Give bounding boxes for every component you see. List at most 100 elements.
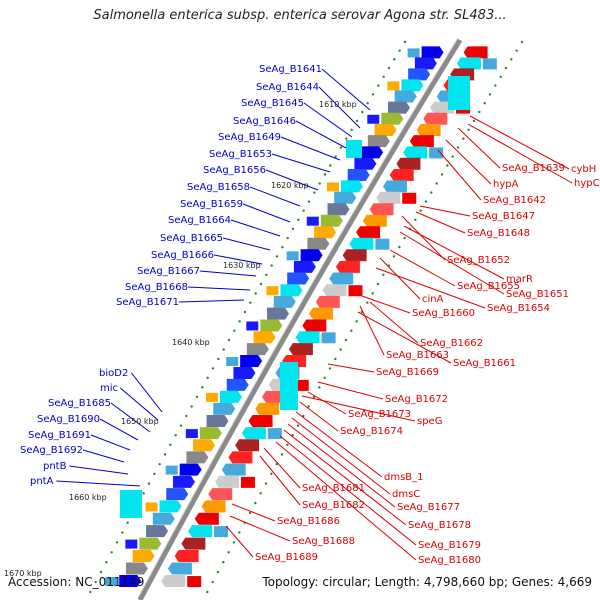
tick-dot bbox=[350, 329, 353, 332]
tick-dot bbox=[105, 560, 108, 564]
tick-dot bbox=[323, 376, 326, 380]
forward-gene-block bbox=[260, 319, 283, 332]
tick-dot bbox=[398, 246, 401, 249]
reverse-gene-block bbox=[423, 112, 448, 125]
forward-leader-line bbox=[321, 68, 371, 111]
tick-dot bbox=[270, 264, 273, 267]
reverse-gene-label: cybH bbox=[571, 164, 596, 175]
forward-leader-line bbox=[90, 434, 131, 451]
tick-dot bbox=[515, 49, 518, 52]
tick-dot bbox=[393, 58, 396, 61]
forward-gene-block bbox=[280, 284, 303, 297]
reverse-leader-line bbox=[301, 395, 416, 422]
reverse-gene-label: SeAg_B1639 bbox=[502, 163, 565, 174]
tick-dot bbox=[190, 405, 193, 408]
reverse-gene-block bbox=[194, 512, 219, 525]
forward-gene-label: SeAg_B1691 bbox=[28, 430, 91, 441]
tick-dot bbox=[232, 541, 236, 544]
tick-dot bbox=[419, 209, 422, 212]
tick-dot bbox=[318, 182, 321, 185]
reverse-leader-line bbox=[299, 401, 339, 432]
reverse-leader-line bbox=[399, 231, 505, 295]
forward-gene-block bbox=[401, 79, 424, 92]
forward-gene-block bbox=[340, 180, 363, 193]
forward-gene-block bbox=[367, 135, 390, 148]
tick-dot bbox=[334, 357, 337, 361]
forward-leader-line bbox=[82, 449, 125, 463]
tick-dot bbox=[254, 501, 257, 505]
reverse-gene-label: SeAg_B1672 bbox=[385, 394, 448, 405]
forward-gene-block bbox=[206, 392, 218, 402]
reverse-gene-label: SeAg_B1674 bbox=[340, 426, 403, 437]
tick-dot bbox=[467, 128, 470, 131]
reverse-leader-line bbox=[317, 381, 384, 400]
tick-dot bbox=[334, 155, 337, 158]
forward-gene-label: mic bbox=[100, 383, 118, 394]
scale-label: 1650 kbp bbox=[121, 417, 159, 426]
reverse-gene-block bbox=[248, 414, 273, 427]
forward-leader-line bbox=[187, 286, 251, 291]
forward-gene-block bbox=[293, 260, 316, 273]
forward-gene-label: SeAg_B1665 bbox=[160, 233, 223, 244]
reverse-gene-label: marR bbox=[506, 274, 533, 285]
scale-label: 1670 kbp bbox=[4, 569, 42, 578]
tick-dot bbox=[344, 338, 348, 342]
reverse-leader-line bbox=[231, 503, 276, 522]
tick-dot bbox=[227, 338, 231, 342]
forward-leader-line bbox=[265, 169, 319, 191]
reverse-gene-block bbox=[240, 476, 255, 488]
tick-dot bbox=[456, 146, 460, 149]
forward-gene-label: pntB bbox=[43, 461, 67, 472]
large-feature-block bbox=[448, 76, 470, 110]
forward-gene-block bbox=[226, 378, 249, 391]
reverse-gene-block bbox=[181, 537, 206, 550]
tick-dot bbox=[403, 40, 407, 44]
reverse-gene-block bbox=[463, 46, 488, 59]
tick-dot bbox=[483, 102, 486, 105]
reverse-leader-line bbox=[469, 115, 570, 170]
forward-gene-block bbox=[300, 249, 323, 262]
reverse-gene-block bbox=[382, 180, 407, 193]
reverse-gene-label: cinA bbox=[422, 294, 444, 305]
reverse-leader-line bbox=[307, 391, 347, 415]
reverse-gene-label: SeAg_B1682 bbox=[302, 500, 365, 511]
reverse-gene-block bbox=[214, 526, 229, 538]
tick-dot bbox=[424, 200, 428, 203]
reverse-gene-block bbox=[396, 157, 421, 170]
tick-dot bbox=[472, 119, 476, 123]
tick-dot bbox=[110, 551, 113, 554]
reverse-gene-label: dmsC bbox=[392, 489, 420, 500]
forward-leader-line bbox=[271, 153, 331, 173]
tick-dot bbox=[366, 102, 369, 105]
reverse-gene-block bbox=[342, 249, 367, 262]
reverse-gene-label: SeAg_B1689 bbox=[255, 552, 318, 563]
reverse-leader-line bbox=[389, 249, 456, 287]
forward-gene-block bbox=[361, 146, 384, 159]
forward-gene-block bbox=[172, 475, 195, 488]
map-title: Salmonella enterica subsp. enterica sero… bbox=[93, 8, 507, 23]
scale-label: 1620 kbp bbox=[271, 181, 309, 190]
forward-gene-block bbox=[374, 123, 397, 136]
reverse-gene-block bbox=[376, 191, 401, 204]
forward-leader-line bbox=[242, 203, 291, 223]
tick-dot bbox=[403, 236, 406, 240]
reverse-gene-block bbox=[403, 146, 428, 159]
forward-gene-block bbox=[246, 321, 259, 331]
reverse-leader-line bbox=[275, 441, 417, 561]
reverse-gene-block bbox=[228, 451, 253, 464]
reverse-gene-block bbox=[288, 343, 313, 356]
forward-gene-block bbox=[240, 355, 263, 368]
forward-gene-block bbox=[206, 414, 229, 427]
scale-label: 1660 kbp bbox=[69, 493, 107, 502]
tick-dot bbox=[323, 173, 327, 176]
reverse-gene-label: SeAg_B1678 bbox=[408, 520, 471, 531]
forward-leader-line bbox=[110, 402, 151, 433]
reverse-leader-line bbox=[457, 127, 501, 169]
tick-dot bbox=[392, 255, 396, 258]
tick-dot bbox=[179, 424, 183, 427]
forward-gene-block bbox=[139, 537, 162, 550]
reverse-gene-label: SeAg_B1663 bbox=[386, 350, 449, 361]
tick-dot bbox=[329, 164, 332, 167]
reverse-leader-line bbox=[375, 267, 486, 309]
tick-dot bbox=[238, 531, 241, 534]
